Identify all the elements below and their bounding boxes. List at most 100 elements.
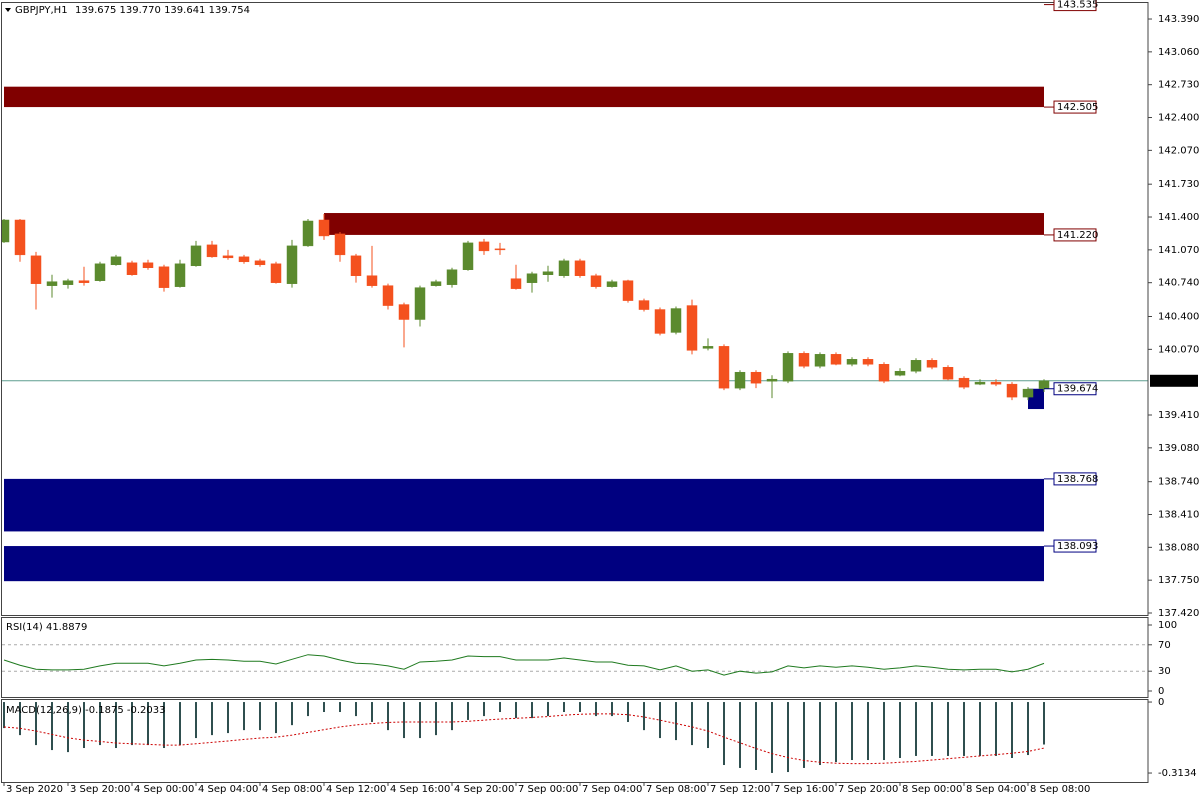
candle-body	[606, 281, 618, 287]
candle-body	[14, 219, 26, 256]
candle-body	[318, 219, 330, 237]
candle-body	[830, 354, 842, 365]
macd-bar	[3, 702, 5, 729]
y-tick-label: 138.740	[1158, 477, 1199, 488]
x-tick-label: 8 Sep 04:00	[966, 784, 1026, 795]
collapse-icon[interactable]	[5, 8, 11, 12]
candle-body	[750, 371, 762, 384]
y-tick-label: 30	[1158, 666, 1171, 677]
macd-bar	[259, 702, 261, 731]
level-label-box	[1053, 539, 1097, 553]
x-tick-label: 4 Sep 12:00	[326, 784, 386, 795]
macd-bar	[883, 702, 885, 761]
y-tick-label: 141.070	[1158, 245, 1199, 256]
main-frame	[1, 2, 1149, 616]
zone	[4, 86, 1044, 108]
candle-body	[446, 269, 458, 285]
candle-body	[222, 255, 234, 259]
zone	[324, 213, 1044, 235]
macd-bar	[611, 702, 613, 717]
macd-bar	[371, 702, 373, 722]
macd-bar	[451, 702, 453, 731]
macd-bar	[147, 702, 149, 746]
macd-bar	[675, 702, 677, 741]
candle-body	[126, 262, 138, 275]
y-tick-label: 138.410	[1158, 510, 1199, 521]
macd-bar	[403, 702, 405, 739]
x-tick-label: 4 Sep 16:00	[390, 784, 450, 795]
symbol-title: GBPJPY,H1	[15, 5, 68, 16]
candle-body	[30, 255, 42, 284]
macd-bar	[755, 702, 757, 770]
candle-body	[78, 280, 90, 283]
level-label-box	[1053, 382, 1097, 396]
macd-bar	[435, 702, 437, 736]
candle-body	[398, 304, 410, 320]
level-label: 139.674	[1057, 384, 1098, 395]
y-tick-label: 0	[1158, 697, 1164, 708]
y-tick-label: 137.750	[1158, 575, 1199, 586]
macd-bar	[131, 702, 133, 746]
ohlc-readout: 139.675 139.770 139.641 139.754	[75, 5, 250, 16]
macd-bar	[691, 702, 693, 746]
candle-body	[270, 263, 282, 283]
candle-body	[238, 256, 250, 263]
macd-bar	[851, 702, 853, 761]
y-tick-label: 142.400	[1158, 113, 1199, 124]
candle-body	[462, 242, 474, 270]
candle-body	[94, 263, 106, 281]
macd-bar	[947, 702, 949, 756]
main-plot	[2, 86, 1148, 582]
candle-body	[1022, 388, 1034, 398]
candle-body	[926, 360, 938, 368]
candle-body	[510, 278, 522, 289]
zone	[4, 546, 1044, 582]
y-tick-label: 137.420	[1158, 608, 1199, 619]
candle-body	[366, 275, 378, 286]
macd-bar	[467, 702, 469, 720]
macd-signal	[3, 713, 1045, 765]
x-tick-label: 3 Sep 20:00	[70, 784, 130, 795]
macd-bar	[307, 702, 309, 717]
candle-body	[974, 381, 986, 385]
macd-bar	[67, 702, 69, 753]
x-tick-label: 7 Sep 16:00	[774, 784, 834, 795]
level-label: 138.768	[1057, 474, 1098, 485]
candle-body	[766, 378, 778, 382]
x-tick-label: 7 Sep 04:00	[582, 784, 642, 795]
macd-bar	[963, 702, 965, 756]
macd-bar	[83, 702, 85, 749]
macd-bar	[387, 702, 389, 731]
y-tick-label: 143.060	[1158, 47, 1199, 58]
macd-bar	[179, 702, 181, 746]
macd-plot	[3, 702, 1045, 773]
rsi-plot	[2, 644, 1148, 676]
x-tick-label: 4 Sep 20:00	[454, 784, 514, 795]
level-label-box	[1053, 472, 1097, 486]
y-tick-label: 143.390	[1158, 14, 1199, 25]
candle-body	[350, 255, 362, 276]
level-label: 142.505	[1057, 102, 1098, 113]
candle-body	[286, 245, 298, 284]
candle-body	[734, 371, 746, 389]
candle-body	[46, 281, 58, 286]
candle-body	[190, 245, 202, 267]
macd-bar	[227, 702, 229, 734]
macd-bar	[1011, 702, 1013, 758]
macd-bar	[115, 702, 117, 749]
macd-bar	[579, 702, 581, 713]
macd-bar	[499, 702, 501, 713]
macd-bar	[787, 702, 789, 773]
macd-bar	[419, 702, 421, 739]
candle-body	[414, 287, 426, 320]
macd-bar	[595, 702, 597, 717]
y-tick-label: 141.730	[1158, 179, 1199, 190]
candle-body	[814, 354, 826, 367]
candle-body	[718, 346, 730, 389]
macd-title: MACD(12,26,9) -0.1875 -0.2033	[6, 705, 166, 716]
macd-bar	[99, 702, 101, 746]
macd-bar	[819, 702, 821, 766]
candle-body	[142, 262, 154, 269]
